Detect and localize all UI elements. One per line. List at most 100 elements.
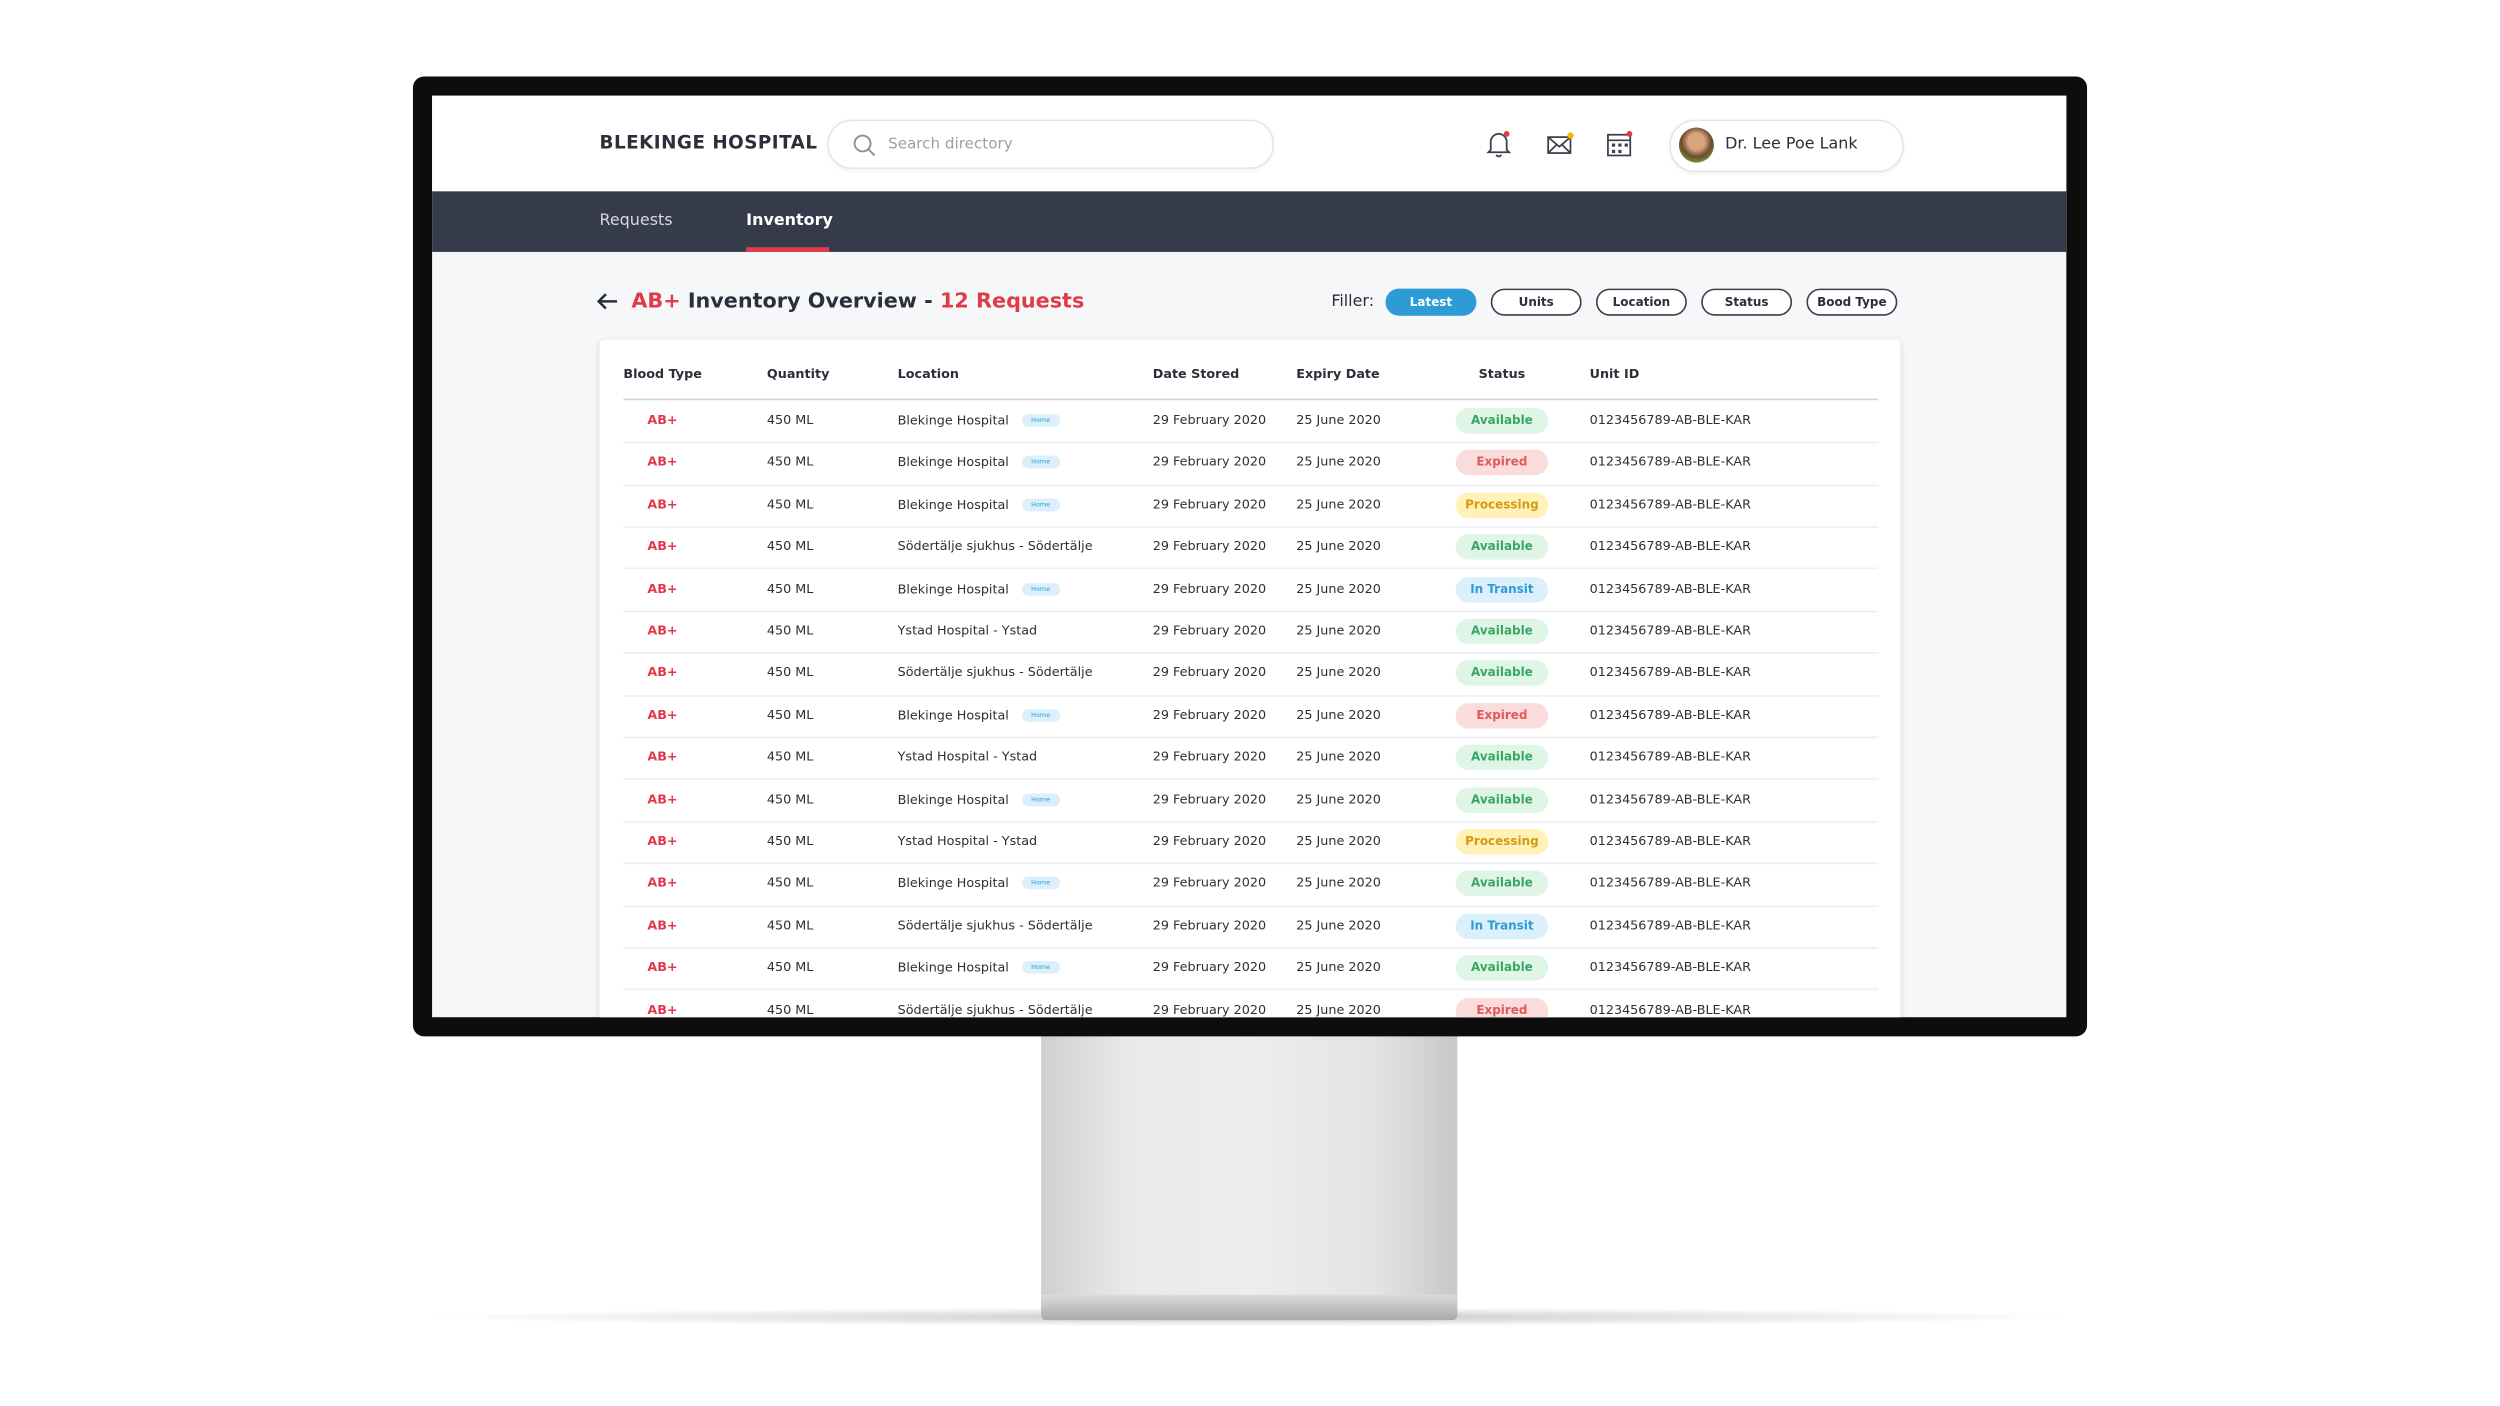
- column-header: Status: [1478, 366, 1526, 382]
- search-placeholder: Search directory: [888, 135, 1013, 154]
- quantity: 450 ML: [766, 581, 814, 596]
- avatar: [1678, 127, 1714, 163]
- status-pill: In Transit: [1455, 576, 1549, 603]
- active-underline: [746, 247, 830, 252]
- overview-text: Inventory Overview -: [680, 290, 940, 315]
- filter-chip[interactable]: Location: [1595, 288, 1687, 316]
- location-tag: Home: [1021, 414, 1060, 427]
- row-divider: [623, 820, 1879, 823]
- search-box[interactable]: Search directory: [827, 119, 1274, 170]
- overview-count: 12 Requests: [939, 290, 1085, 315]
- quantity: 450 ML: [766, 833, 814, 849]
- blood-type: AB+: [647, 875, 678, 891]
- date-stored: 29 February 2020: [1152, 1002, 1267, 1017]
- calendar-icon[interactable]: [1606, 129, 1635, 158]
- expiry-date: 25 June 2020: [1296, 749, 1381, 765]
- date-stored: 29 February 2020: [1152, 833, 1267, 849]
- location-tag: Home: [1021, 961, 1060, 975]
- date-stored: 29 February 2020: [1152, 960, 1267, 975]
- row-divider: [623, 441, 1879, 444]
- blood-type: AB+: [647, 539, 678, 554]
- location: Ystad Hospital - Ystad: [897, 833, 1038, 849]
- user-pill[interactable]: Dr. Lee Poe Lank: [1669, 119, 1904, 173]
- filter-chip[interactable]: Status: [1701, 288, 1793, 316]
- filter-chip[interactable]: Latest: [1385, 288, 1477, 316]
- blood-type: AB+: [647, 455, 678, 470]
- row-divider: [623, 694, 1879, 697]
- column-header: Blood Type: [623, 366, 702, 382]
- unit-id: 0123456789-AB-BLE-KAR: [1589, 539, 1751, 554]
- expiry-date: 25 June 2020: [1296, 960, 1381, 975]
- expiry-date: 25 June 2020: [1296, 791, 1381, 807]
- date-stored: 29 February 2020: [1152, 623, 1267, 638]
- date-stored: 29 February 2020: [1152, 749, 1267, 765]
- status-pill: Expired: [1455, 997, 1549, 1018]
- unit-id: 0123456789-AB-BLE-KAR: [1589, 875, 1751, 891]
- location: Blekinge Hospital Home: [898, 582, 1060, 597]
- unit-id: 0123456789-AB-BLE-KAR: [1589, 960, 1751, 975]
- status-pill: Expired: [1455, 702, 1549, 729]
- row-divider: [623, 526, 1879, 528]
- quantity: 450 ML: [766, 497, 814, 512]
- unit-id: 0123456789-AB-BLE-KAR: [1589, 665, 1751, 680]
- date-stored: 29 February 2020: [1152, 707, 1267, 722]
- location: Blekinge Hospital Home: [898, 456, 1060, 470]
- quantity: 450 ML: [766, 539, 814, 554]
- user-name: Dr. Lee Poe Lank: [1725, 135, 1858, 154]
- status-pill: Available: [1455, 744, 1549, 771]
- location: Blekinge Hospital Home: [898, 792, 1060, 807]
- overview-title: AB+ Inventory Overview - 12 Requests: [631, 292, 1084, 313]
- status-pill: Available: [1455, 408, 1549, 434]
- filter-chip[interactable]: Units: [1490, 288, 1582, 316]
- blood-type: AB+: [647, 581, 678, 596]
- location-tag: Home: [1021, 877, 1060, 890]
- row-divider: [623, 778, 1879, 781]
- status-pill: Available: [1455, 955, 1549, 981]
- blood-type: AB+: [647, 960, 678, 975]
- expiry-date: 25 June 2020: [1296, 875, 1381, 891]
- back-arrow[interactable]: [596, 292, 618, 311]
- blood-type: AB+: [647, 791, 678, 807]
- search-icon: [853, 134, 876, 157]
- nav-tab-active[interactable]: Inventory: [746, 212, 833, 230]
- date-stored: 29 February 2020: [1152, 665, 1267, 680]
- table-card: Blood Type Quantity Location Date Stored Exp…: [599, 339, 1901, 1018]
- status-pill: Available: [1455, 871, 1549, 897]
- unit-id: 0123456789-AB-BLE-KAR: [1589, 791, 1751, 807]
- date-stored: 29 February 2020: [1152, 875, 1267, 891]
- location: Södertälje sjukhus - Södertälje: [897, 539, 1093, 554]
- expiry-date: 25 June 2020: [1296, 497, 1381, 512]
- filter-chip[interactable]: Bood Type: [1806, 288, 1898, 316]
- monitor-foot: [1041, 1294, 1458, 1321]
- location: Blekinge Hospital Home: [898, 877, 1060, 891]
- unit-id: 0123456789-AB-BLE-KAR: [1589, 1002, 1751, 1017]
- blood-type: AB+: [647, 833, 678, 849]
- top-bar: BLEKINGE HOSPITAL Search directory Dr. L…: [432, 95, 2067, 192]
- date-stored: 29 February 2020: [1152, 455, 1267, 470]
- unit-id: 0123456789-AB-BLE-KAR: [1589, 749, 1751, 765]
- expiry-date: 25 June 2020: [1296, 707, 1381, 722]
- overview-blood-type: AB+: [631, 290, 681, 315]
- unit-id: 0123456789-AB-BLE-KAR: [1589, 918, 1751, 933]
- blood-type: AB+: [647, 707, 678, 722]
- location: Blekinge Hospital Home: [898, 414, 1060, 428]
- nav-tab[interactable]: Requests: [599, 212, 673, 230]
- expiry-date: 25 June 2020: [1296, 623, 1381, 638]
- column-header: Quantity: [766, 366, 830, 382]
- location-tag: Home: [1021, 456, 1060, 469]
- blood-type: AB+: [647, 623, 678, 638]
- quantity: 450 ML: [766, 623, 814, 638]
- location: Blekinge Hospital Home: [898, 498, 1060, 512]
- location-tag: Home: [1021, 708, 1060, 722]
- row-divider: [623, 904, 1879, 907]
- mail-icon[interactable]: [1547, 131, 1576, 157]
- row-divider: [623, 862, 1879, 865]
- row-divider: [623, 652, 1879, 654]
- monitor-stand: [1041, 1036, 1458, 1317]
- bell-icon[interactable]: [1484, 129, 1513, 158]
- quantity: 450 ML: [766, 749, 814, 765]
- quantity: 450 ML: [766, 412, 814, 428]
- quantity: 450 ML: [766, 960, 814, 975]
